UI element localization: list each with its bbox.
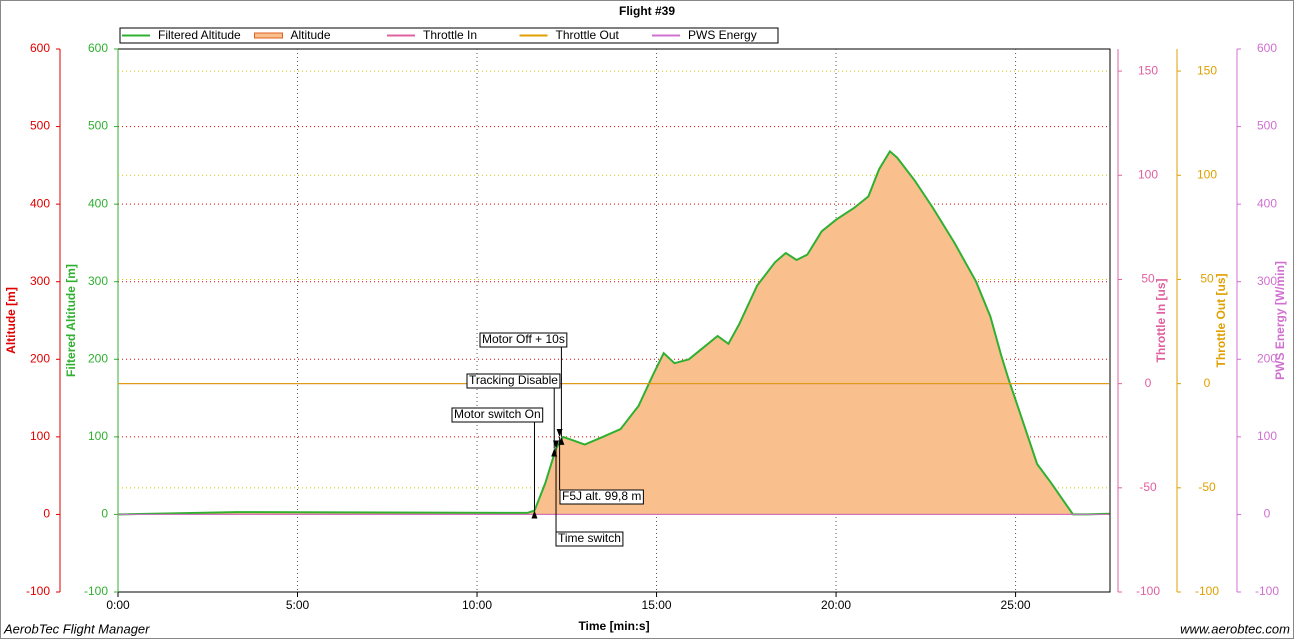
x-tick-label: 20:00 — [821, 598, 851, 612]
y-axis-title: Filtered Altitude [m] — [64, 264, 78, 377]
y-tick-label: 50 — [1141, 272, 1155, 286]
y-tick-label: 200 — [30, 351, 50, 365]
chart-title: Flight #39 — [619, 4, 675, 18]
annotation-label: Time switch — [558, 531, 621, 545]
y-tick-label: -50 — [1198, 480, 1216, 494]
annotation-marker — [531, 510, 538, 519]
footer-left: AerobTec Flight Manager — [3, 621, 150, 636]
y-tick-label: 0 — [43, 507, 50, 521]
y-tick-label: 0 — [101, 507, 108, 521]
y-tick-label: -100 — [1136, 584, 1160, 598]
x-tick-label: 10:00 — [462, 598, 492, 612]
y-tick-label: 100 — [30, 429, 50, 443]
y-tick-label: 0 — [1264, 507, 1271, 521]
y-axis-title: PWS Energy [W/min] — [1273, 261, 1287, 380]
y-tick-label: 150 — [1138, 63, 1158, 77]
legend-label: Throttle In — [423, 28, 477, 42]
annotation-label: Tracking Disable — [469, 373, 558, 387]
legend-swatch — [254, 32, 283, 39]
y-tick-label: 400 — [1257, 196, 1277, 210]
y-tick-label: 600 — [88, 41, 108, 55]
x-tick-label: 15:00 — [642, 598, 672, 612]
annotation-box — [451, 407, 544, 423]
y-tick-label: -100 — [1255, 584, 1279, 598]
annotation-label: F5J alt. 99,8 m — [562, 489, 641, 503]
x-tick-label: 5:00 — [286, 598, 310, 612]
legend-label: Filtered Altitude — [158, 28, 241, 42]
legend-label: PWS Energy — [688, 28, 757, 42]
footer-right: www.aerobtec.com — [1180, 621, 1290, 636]
legend-label: Throttle Out — [556, 28, 620, 42]
y-tick-label: -100 — [1195, 584, 1219, 598]
annotation-box — [479, 332, 568, 348]
y-tick-label: 200 — [88, 351, 108, 365]
y-tick-label: 300 — [1257, 274, 1277, 288]
annotation-box — [559, 489, 644, 505]
y-tick-label: 100 — [88, 429, 108, 443]
y-tick-label: -50 — [1139, 480, 1157, 494]
line — [117, 149, 1109, 516]
annotation-label: Motor Off + 10s — [482, 332, 565, 346]
y-tick-label: 200 — [1257, 351, 1277, 365]
legend — [119, 27, 779, 44]
y-tick-label: 400 — [88, 196, 108, 210]
x-tick-label: 0:00 — [106, 598, 130, 612]
y-tick-label: 500 — [88, 119, 108, 133]
y-tick-label: 400 — [30, 196, 50, 210]
x-tick-label: 25:00 — [1001, 598, 1031, 612]
y-tick-label: -100 — [84, 584, 108, 598]
y-tick-label: 600 — [30, 41, 50, 55]
y-tick-label: 100 — [1257, 429, 1277, 443]
y-tick-label: 50 — [1200, 272, 1214, 286]
y-axis-title: Throttle Out [us] — [1214, 274, 1228, 368]
y-tick-label: 600 — [1257, 41, 1277, 55]
y-tick-label: 300 — [88, 274, 108, 288]
y-tick-label: 100 — [1197, 167, 1217, 181]
annotation-box — [555, 531, 624, 547]
y-tick-label: 0 — [1145, 376, 1152, 390]
y-axis-title: Altitude [m] — [4, 287, 18, 354]
y-tick-label: 0 — [1204, 376, 1211, 390]
y-tick-label: 150 — [1197, 63, 1217, 77]
annotation-label: Motor switch On — [454, 407, 541, 421]
y-tick-label: 500 — [30, 119, 50, 133]
annotation-marker — [556, 429, 563, 438]
y-tick-label: -100 — [26, 584, 50, 598]
y-tick-label: 100 — [1138, 167, 1158, 181]
x-axis-title: Time [min:s] — [578, 619, 649, 633]
legend-label: Altitude — [291, 28, 331, 42]
annotation-marker — [553, 440, 560, 449]
y-tick-label: 300 — [30, 274, 50, 288]
annotation-box — [466, 373, 561, 389]
y-axis-title: Throttle In [us] — [1154, 279, 1168, 363]
y-tick-label: 500 — [1257, 119, 1277, 133]
